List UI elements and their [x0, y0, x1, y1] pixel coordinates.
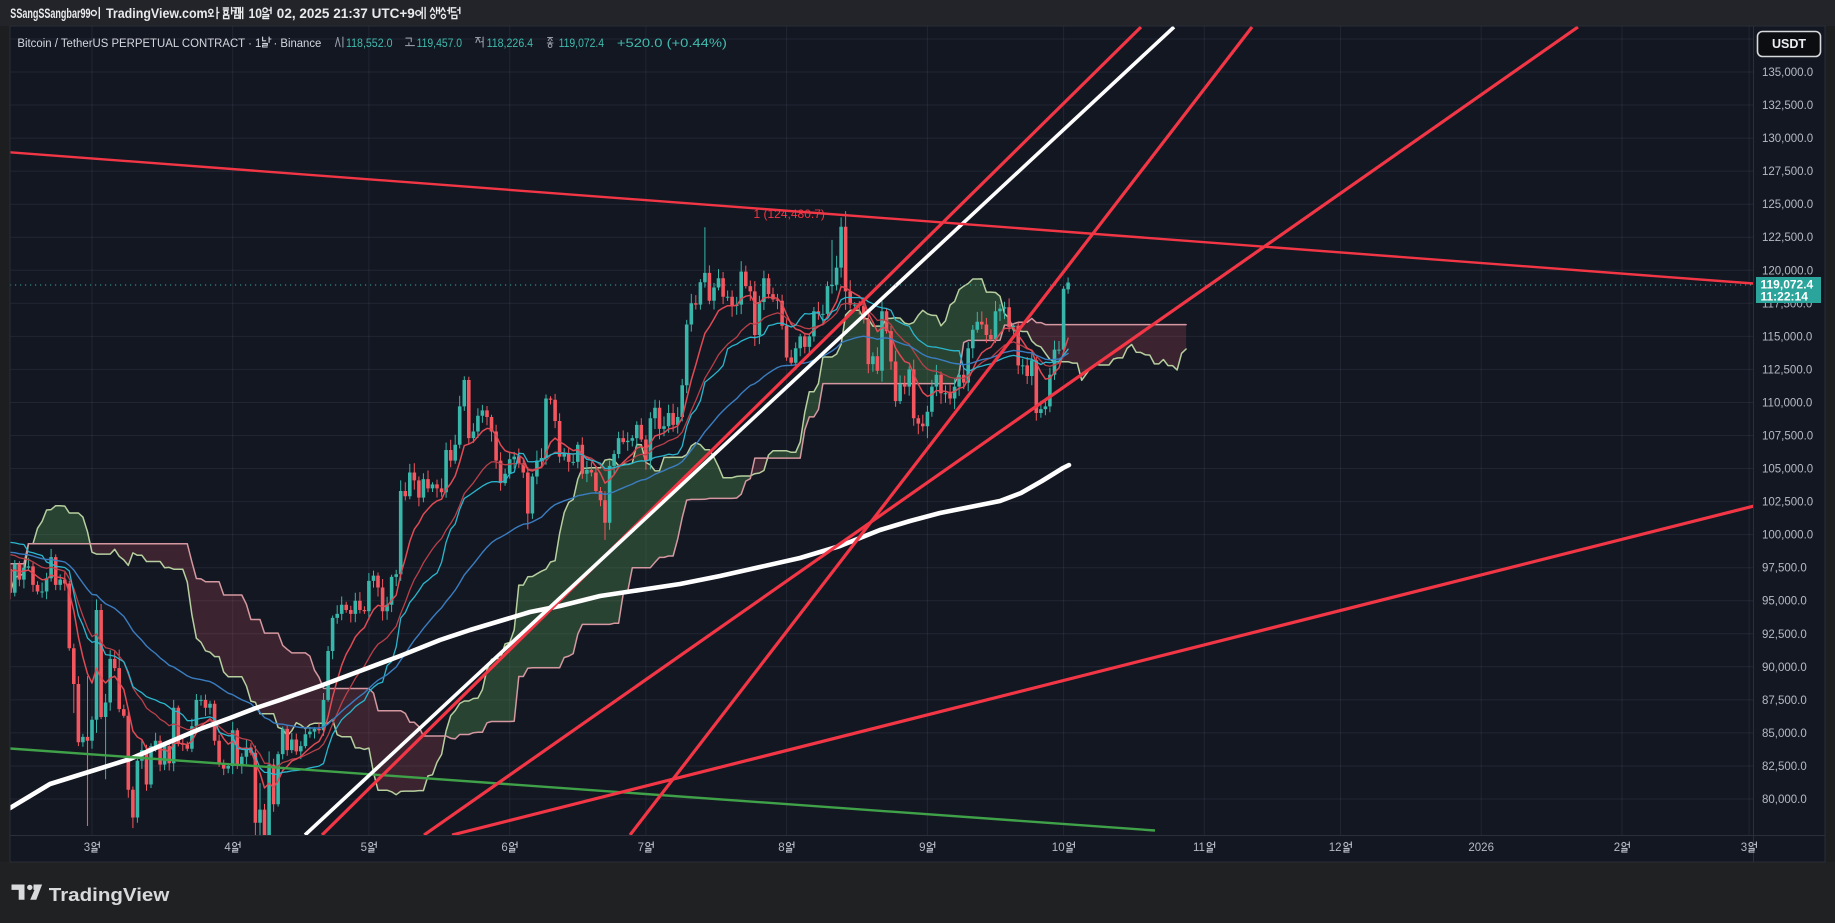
svg-text:4: 4 — [224, 842, 231, 854]
svg-text:USDT: USDT — [1772, 37, 1806, 51]
svg-text:SSangSSangbar99: SSangSSangbar99 — [10, 6, 90, 21]
svg-text:119,072.4: 119,072.4 — [559, 36, 605, 50]
svg-text:11: 11 — [1193, 842, 1205, 854]
svg-text:135,000.0: 135,000.0 — [1762, 67, 1813, 79]
svg-text:127,500.0: 127,500.0 — [1762, 166, 1813, 178]
svg-text:8: 8 — [778, 842, 784, 854]
svg-text:107,500.0: 107,500.0 — [1762, 431, 1813, 443]
svg-text:5: 5 — [361, 842, 367, 854]
svg-text:10: 10 — [1052, 842, 1065, 854]
svg-text:130,000.0: 130,000.0 — [1762, 133, 1813, 145]
svg-text:7: 7 — [638, 842, 644, 854]
svg-text:85,000.0: 85,000.0 — [1762, 728, 1807, 740]
svg-text:87,500.0: 87,500.0 — [1762, 695, 1807, 707]
svg-text:115,000.0: 115,000.0 — [1762, 331, 1812, 343]
svg-text:102,500.0: 102,500.0 — [1762, 497, 1813, 509]
svg-text:9: 9 — [919, 842, 925, 854]
svg-text:3: 3 — [1741, 842, 1747, 854]
svg-text:11:22:14: 11:22:14 — [1761, 290, 1809, 304]
svg-text:TradingView: TradingView — [49, 884, 170, 905]
svg-text:100,000.0: 100,000.0 — [1762, 530, 1813, 542]
svg-text:112,500.0: 112,500.0 — [1762, 364, 1812, 376]
svg-text:92,500.0: 92,500.0 — [1762, 629, 1807, 641]
svg-text:10: 10 — [249, 6, 263, 21]
svg-text:119,072.4: 119,072.4 — [1761, 278, 1814, 292]
svg-text:119,457.0: 119,457.0 — [417, 36, 463, 50]
svg-text:3: 3 — [84, 842, 90, 854]
svg-text:122,500.0: 122,500.0 — [1762, 232, 1813, 244]
svg-text:132,500.0: 132,500.0 — [1762, 100, 1813, 112]
svg-text:82,500.0: 82,500.0 — [1762, 761, 1807, 773]
svg-text:TradingView.com: TradingView.com — [106, 6, 208, 21]
svg-text:90,000.0: 90,000.0 — [1762, 662, 1807, 674]
svg-text:125,000.0: 125,000.0 — [1762, 199, 1813, 211]
svg-text:2026: 2026 — [1468, 842, 1494, 854]
svg-text:80,000.0: 80,000.0 — [1762, 794, 1807, 806]
svg-text:110,000.0: 110,000.0 — [1762, 398, 1812, 410]
svg-text:2: 2 — [1614, 842, 1620, 854]
svg-text:1 (124,480.7): 1 (124,480.7) — [754, 207, 825, 221]
svg-text:105,000.0: 105,000.0 — [1762, 464, 1813, 476]
svg-text:02, 2025 21:37 UTC+9: 02, 2025 21:37 UTC+9 — [277, 6, 415, 21]
svg-text:6: 6 — [501, 842, 507, 854]
svg-text:120,000.0: 120,000.0 — [1762, 265, 1813, 277]
svg-text:· Binance: · Binance — [274, 36, 322, 50]
svg-text:95,000.0: 95,000.0 — [1762, 596, 1807, 608]
svg-text:118,226.4: 118,226.4 — [487, 36, 534, 50]
svg-text:Bitcoin / TetherUS PERPETUAL C: Bitcoin / TetherUS PERPETUAL CONTRACT · … — [17, 36, 261, 50]
svg-text:+520.0 (+0.44%): +520.0 (+0.44%) — [617, 36, 727, 50]
svg-text:97,500.0: 97,500.0 — [1762, 563, 1807, 575]
svg-text:12: 12 — [1329, 842, 1342, 854]
svg-text:118,552.0: 118,552.0 — [346, 36, 393, 50]
